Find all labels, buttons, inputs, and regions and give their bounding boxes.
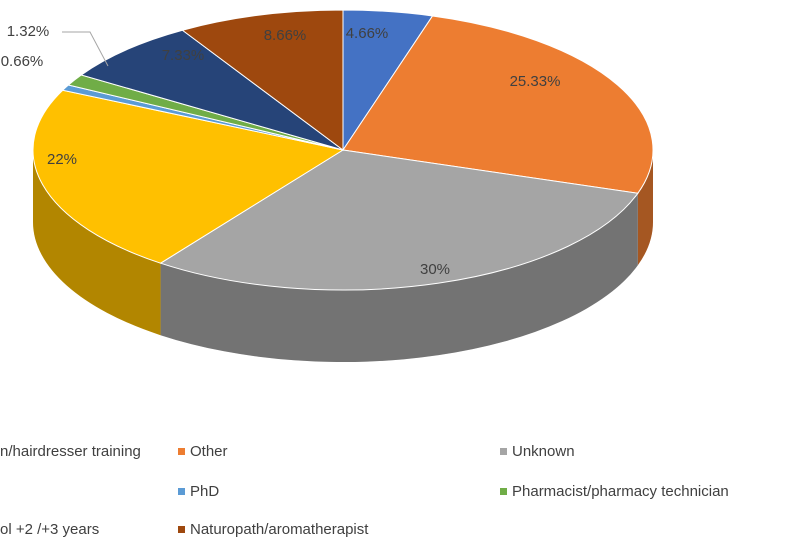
slice-side-shade (33, 150, 161, 336)
slice-side (33, 150, 161, 336)
data-label: 1.32% (7, 23, 50, 40)
leader-line (62, 31, 109, 67)
slice-side-shade (637, 150, 653, 266)
legend-marker (178, 488, 185, 495)
slice-side-shade (160, 193, 638, 362)
data-label: 7.33% (162, 47, 205, 64)
legend-marker (500, 448, 507, 455)
data-label: 22% (47, 151, 77, 168)
data-label: 0.66% (1, 53, 44, 70)
data-label: 4.66% (346, 25, 389, 42)
legend-label: ol +2 /+3 years (0, 521, 99, 538)
slice-side (637, 150, 653, 266)
legend-label: Other (190, 443, 228, 460)
legend-label: Pharmacist/pharmacy technician (512, 483, 729, 500)
data-label: 8.66% (264, 27, 307, 44)
slice (32, 89, 345, 264)
slice-side (160, 193, 638, 362)
legend-marker (178, 526, 185, 533)
data-label: 30% (420, 261, 450, 278)
legend-label: Unknown (512, 443, 575, 460)
slice (80, 29, 344, 151)
slice (181, 9, 344, 151)
legend-label: PhD (190, 483, 219, 500)
legend-label: n/hairdresser training (0, 443, 141, 460)
legend-marker (178, 448, 185, 455)
legend-label: Naturopath/aromatherapist (190, 521, 369, 538)
slice (342, 15, 654, 194)
data-label: 25.33% (510, 73, 561, 90)
slice (159, 149, 639, 291)
legend-marker (500, 488, 507, 495)
